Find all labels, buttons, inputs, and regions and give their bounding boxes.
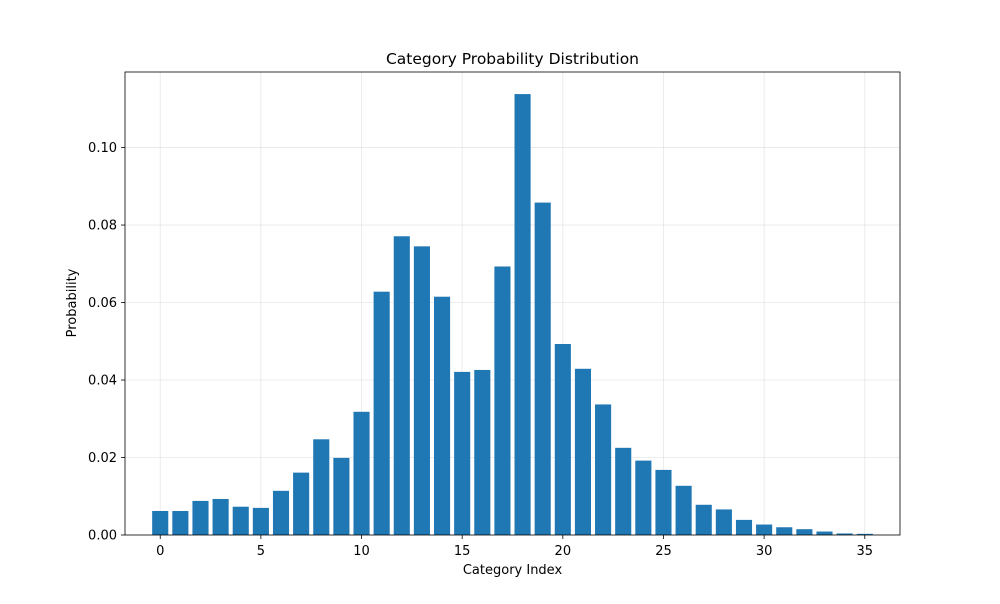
plot-area-frame <box>124 71 901 536</box>
x-tick-label: 35 <box>856 544 873 559</box>
bar-33 <box>816 531 833 535</box>
bar-17 <box>494 266 511 535</box>
x-tick-label: 0 <box>156 544 164 559</box>
bar-5 <box>252 507 269 535</box>
bar-4 <box>232 506 249 535</box>
bar-11 <box>373 291 390 535</box>
bar-20 <box>554 343 571 535</box>
y-tick-label: 0.10 <box>88 141 117 156</box>
bar-32 <box>796 529 813 535</box>
y-tick-label: 0.06 <box>88 296 117 311</box>
bar-28 <box>715 509 732 535</box>
bar-9 <box>333 457 350 535</box>
bar-27 <box>695 504 712 535</box>
y-tick-label: 0.04 <box>88 374 117 389</box>
x-tick-label: 25 <box>655 544 672 559</box>
bar-30 <box>756 524 773 535</box>
bar-6 <box>272 490 290 535</box>
bar-12 <box>393 236 410 535</box>
y-axis-label: Probability <box>65 268 80 337</box>
x-axis-ticks: 0 5 10 15 20 25 30 35 <box>156 535 873 559</box>
x-tick-label: 15 <box>454 544 471 559</box>
bar-35 <box>856 533 873 535</box>
bar-2 <box>192 500 209 535</box>
bar-34 <box>836 533 853 535</box>
x-tick-label: 5 <box>257 544 265 559</box>
bar-3 <box>212 498 229 535</box>
bar-18 <box>514 94 531 535</box>
bar-22 <box>595 404 612 535</box>
bar-26 <box>675 485 692 535</box>
x-tick-label: 20 <box>555 544 572 559</box>
bar-24 <box>635 460 652 535</box>
bar-7 <box>293 472 310 535</box>
bar-31 <box>776 527 793 535</box>
x-tick-label: 30 <box>756 544 773 559</box>
y-tick-label: 0.08 <box>88 219 117 234</box>
bar-16 <box>474 369 491 535</box>
bar-29 <box>735 519 753 535</box>
y-tick-label: 0.02 <box>88 451 117 466</box>
bar-19 <box>534 202 551 535</box>
bar-0 <box>152 510 169 535</box>
bar-1 <box>172 510 189 535</box>
bar-14 <box>433 296 451 535</box>
bar-25 <box>655 469 672 535</box>
y-tick-label: 0.00 <box>88 529 117 544</box>
bar-10 <box>353 411 370 535</box>
x-axis-label: Category Index <box>463 563 563 578</box>
bar-21 <box>574 368 592 535</box>
x-tick-label: 10 <box>353 544 370 559</box>
chart-title: Category Probability Distribution <box>386 50 639 68</box>
y-axis-ticks: 0.00 0.02 0.04 0.06 0.08 0.10 <box>88 141 125 544</box>
bar-8 <box>313 439 330 535</box>
bar-13 <box>413 246 430 535</box>
grid-lines <box>125 72 900 536</box>
bars <box>152 94 873 535</box>
bar-23 <box>615 447 632 535</box>
bar-15 <box>454 371 471 535</box>
